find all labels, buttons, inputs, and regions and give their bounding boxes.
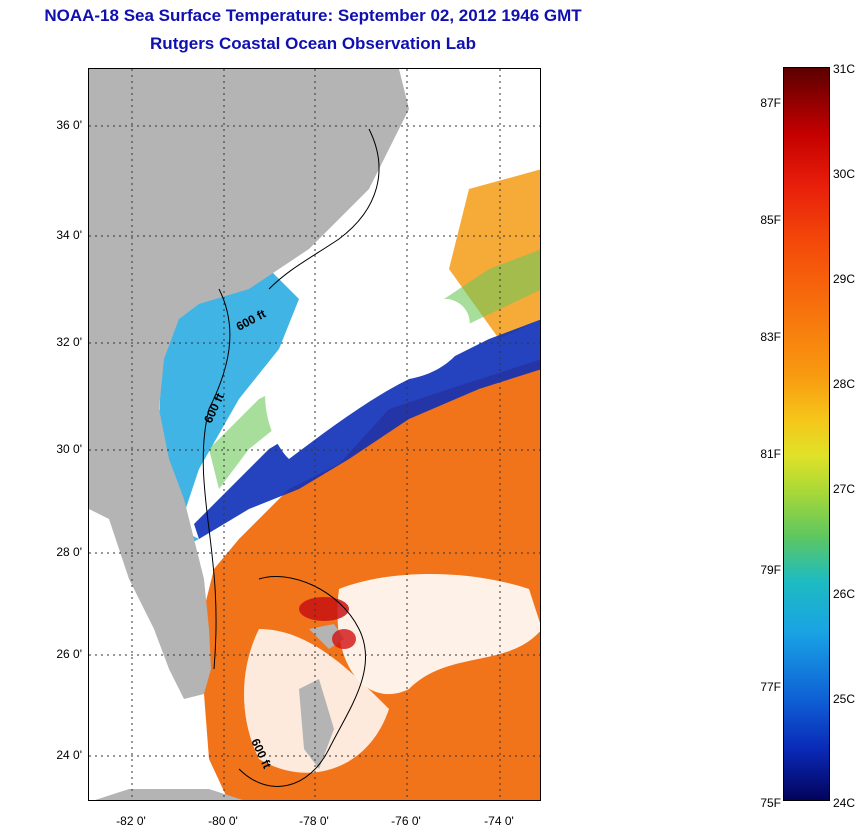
graticule xyxy=(89,69,540,800)
lat-label: 24 0' xyxy=(56,748,82,762)
fahrenheit-label: 79F xyxy=(760,563,781,577)
lon-label: -76 0' xyxy=(391,814,421,828)
lon-label: -82 0' xyxy=(116,814,146,828)
fahrenheit-label: 75F xyxy=(760,796,781,810)
lat-label: 34 0' xyxy=(56,228,82,242)
temperature-colorbar xyxy=(783,67,830,801)
andros-land xyxy=(299,679,334,769)
lon-label: -74 0' xyxy=(484,814,514,828)
fahrenheit-label: 77F xyxy=(760,680,781,694)
lat-label: 28 0' xyxy=(56,545,82,559)
cold-water-band xyxy=(194,319,540,539)
cloud-patch xyxy=(265,299,470,459)
cuba-land xyxy=(95,789,243,800)
celsius-label: 31C xyxy=(833,62,856,76)
hot-spot-2 xyxy=(332,629,356,649)
depth-contour-2 xyxy=(268,128,380,290)
celsius-label: 29C xyxy=(833,272,856,286)
fahrenheit-label: 85F xyxy=(760,213,781,227)
fahrenheit-label: 87F xyxy=(760,96,781,110)
lon-label: -78 0' xyxy=(299,814,329,828)
depth-contour xyxy=(202,288,231,670)
lat-label: 32 0' xyxy=(56,335,82,349)
lat-label: 30 0' xyxy=(56,442,82,456)
celsius-label: 28C xyxy=(833,377,856,391)
map-subtitle: Rutgers Coastal Ocean Observation Lab xyxy=(150,34,476,53)
lat-label: 36 0' xyxy=(56,118,82,132)
shelf-water-band xyxy=(159,259,299,549)
fahrenheit-label: 81F xyxy=(760,447,781,461)
celsius-label: 27C xyxy=(833,482,856,496)
lat-label: 26 0' xyxy=(56,647,82,661)
depth-contour-3 xyxy=(238,575,367,787)
sst-map-canvas: 600 ft 600 ft 600 ft xyxy=(89,69,540,800)
hot-spot xyxy=(299,597,349,621)
map-title: NOAA-18 Sea Surface Temperature: Septemb… xyxy=(44,6,582,25)
celsius-label: 25C xyxy=(833,692,856,706)
sst-map: 600 ft 600 ft 600 ft xyxy=(88,68,541,801)
celsius-label: 26C xyxy=(833,587,856,601)
celsius-label: 24C xyxy=(833,796,856,810)
lon-label: -80 0' xyxy=(208,814,238,828)
cloud-patch-south xyxy=(337,574,540,694)
land-mass xyxy=(89,69,409,699)
celsius-label: 30C xyxy=(833,167,856,181)
fahrenheit-label: 83F xyxy=(760,330,781,344)
